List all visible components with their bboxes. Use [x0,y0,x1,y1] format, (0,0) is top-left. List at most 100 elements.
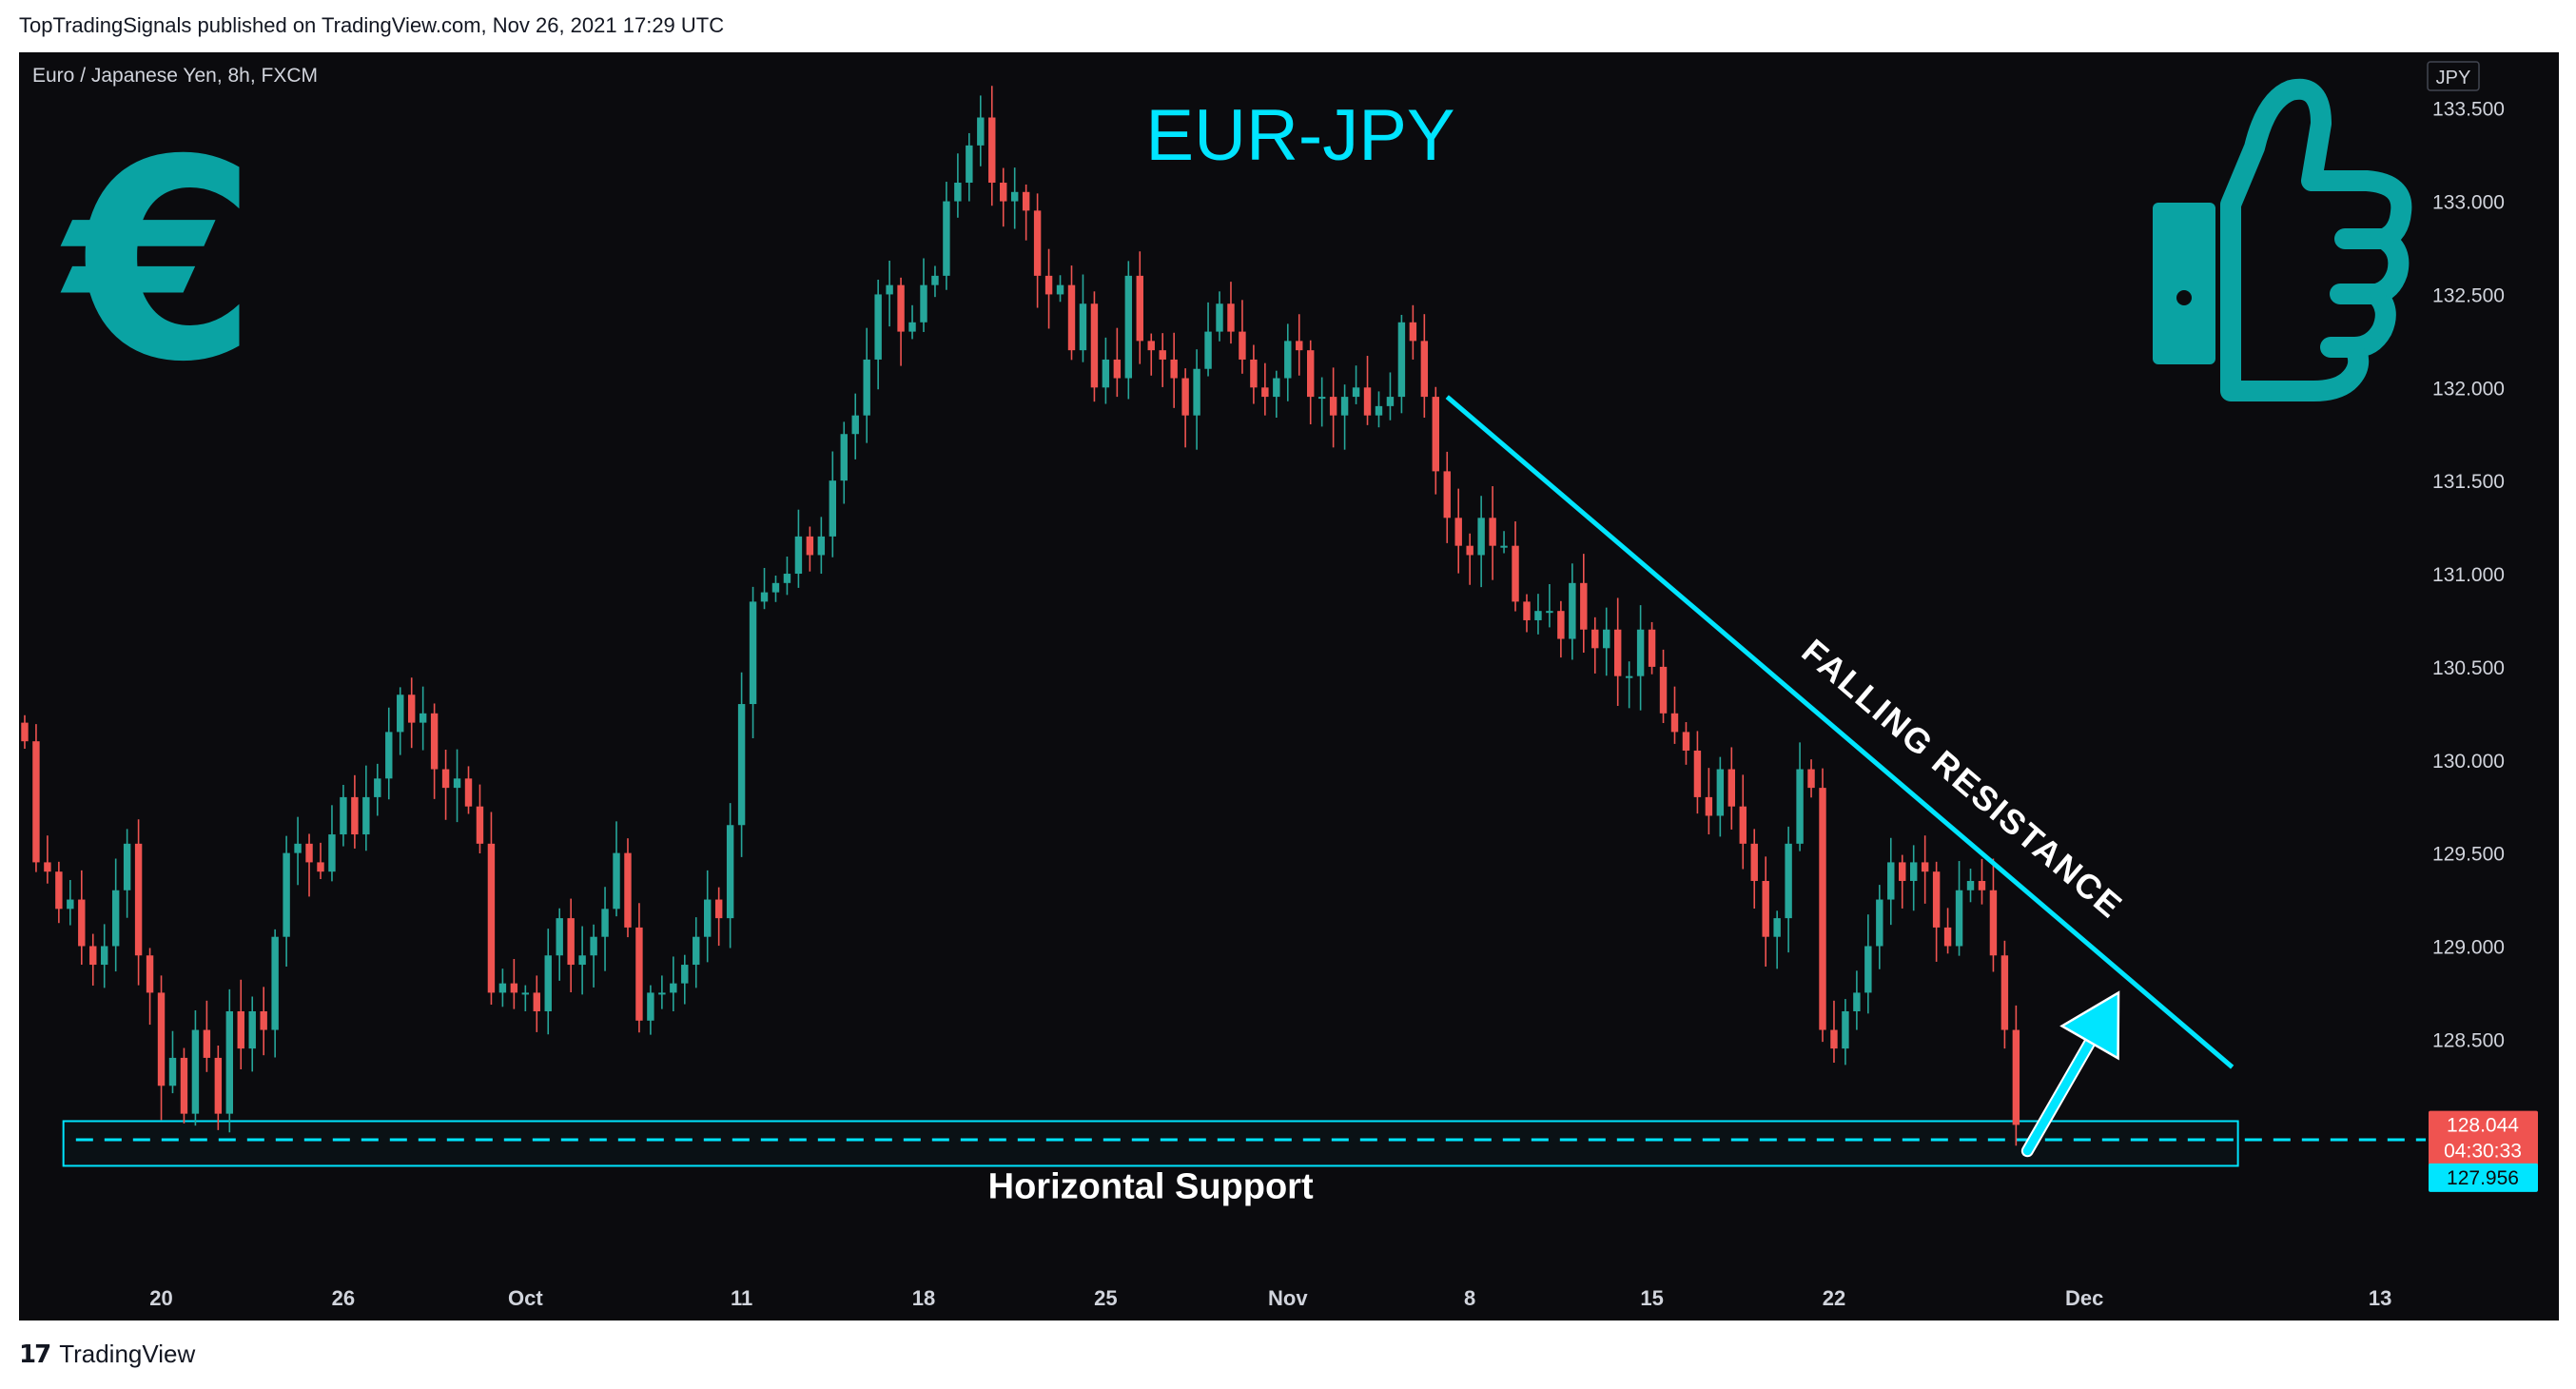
candle [533,975,540,1032]
candle [544,929,552,1035]
candle [1079,274,1087,362]
candle-body [157,992,166,1086]
price-tick-label: 129.000 [2432,936,2505,958]
candle-body [397,694,404,733]
candle-body [1090,303,1099,388]
resistance-label: FALLING RESISTANCE [1795,632,2131,927]
candle [1785,826,1792,953]
candle [1386,372,1395,421]
candle [397,687,404,755]
candlestick-chart[interactable]: Euro / Japanese Yen, 8h, FXCM JPY EUR-JP… [19,52,2559,1321]
price-axis[interactable]: 133.500 133.000 132.500 132.000 131.500 131.0… [2432,99,2505,1052]
candle [1056,275,1064,303]
candle [1796,742,1804,851]
candle-body [1079,303,1087,351]
support-price-badge: 127.956 [2429,1163,2538,1192]
candle-body [340,796,347,835]
candle-body [1454,518,1462,546]
candle-body [863,359,870,416]
candle [817,517,826,575]
candle-body [1227,303,1235,332]
candle [624,838,632,938]
candle-body [1124,275,1133,379]
candle-body [1181,378,1189,416]
candle-body [1636,629,1645,676]
candle [294,816,302,886]
candle-body [1044,275,1053,295]
candle [248,996,256,1072]
bar-countdown: 04:30:33 [2444,1141,2522,1163]
euro-sign-icon: € [57,102,258,422]
candle-body [111,890,120,947]
candle-body [1466,545,1473,556]
candle-body [1739,806,1747,844]
candle-body [1716,769,1725,816]
candle [783,557,791,596]
candle [1762,856,1769,968]
candle-body [1750,843,1758,881]
candle-body [977,117,985,146]
candle-body [1409,322,1417,342]
publish-info: TopTradingSignals published on TradingVi… [19,13,725,37]
candle [1921,835,1929,904]
last-price-badge: 128.044 04:30:33 [2429,1110,2538,1166]
candle-body [1420,341,1429,398]
candle [1727,747,1736,830]
candle [1432,386,1439,495]
candle [966,132,973,202]
candle [487,812,496,1005]
candle [670,956,677,1011]
candle [1819,768,1826,1043]
candle-body [931,275,939,285]
candle-body [1796,769,1804,844]
candle [1705,768,1713,835]
candle-body [1523,601,1531,620]
candle [1807,759,1815,798]
falling-resistance-line[interactable] [1445,395,2234,1069]
candle-body [1170,359,1178,379]
time-tick-label: 11 [731,1286,752,1310]
chart-panel[interactable]: Euro / Japanese Yen, 8h, FXCM JPY EUR-JP… [19,52,2559,1321]
candle-body [1705,796,1713,816]
candle-body [1670,713,1679,733]
candle [67,879,74,926]
candle-body [908,322,916,332]
candle-body [1830,1029,1838,1049]
candle [704,870,712,963]
candle-body [1363,387,1372,416]
candle [1193,349,1200,450]
candle-body [180,1057,188,1114]
candle-body [1648,629,1656,667]
candle-body [578,955,586,966]
time-axis[interactable]: 20 26 Oct 11 18 25 Nov 8 15 22 Dec 13 [149,1286,2391,1310]
candle [260,987,267,1056]
candle-body [317,862,324,872]
candle [806,526,814,572]
candle-body [920,284,927,323]
candle-body [1580,582,1588,630]
candle [749,586,757,739]
currency-badge-box[interactable] [2427,61,2480,91]
support-zone[interactable] [62,1120,2239,1167]
candle-body [794,536,803,575]
price-tick-label: 133.500 [2432,99,2505,121]
candle [237,979,244,1070]
currency-badge[interactable]: JPY [2436,68,2471,88]
candle-body [1261,387,1269,398]
candle [510,958,518,1009]
candle-body [1250,359,1258,388]
candle [1329,367,1337,448]
candle [32,724,40,872]
candle-body [1102,359,1110,388]
candle-body [1819,788,1826,1030]
candle [1044,248,1053,329]
thumbs-up-icon [2153,78,2412,401]
time-tick-label: 13 [2369,1286,2391,1310]
candle-body [590,936,597,956]
candle [521,985,530,1011]
candle [1204,302,1212,377]
candle [1340,384,1349,450]
candle [1648,621,1656,675]
tradingview-logo-icon: 17 [19,1340,51,1369]
candle-body [806,536,814,556]
